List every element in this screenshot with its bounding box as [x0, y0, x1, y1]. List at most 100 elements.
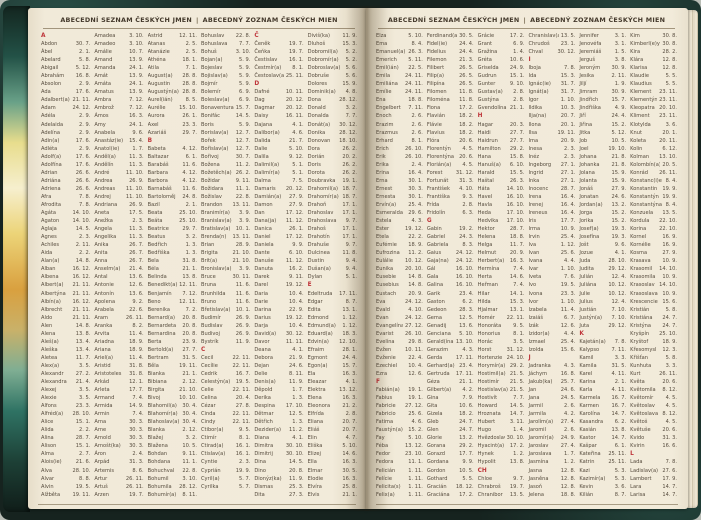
name-entry: Jaromír(a) 24. 9. [528, 434, 575, 442]
nameday-date: 4. 12. [182, 169, 197, 176]
name-label: Bianka [147, 370, 165, 377]
nameday-date: 4. 6. [292, 129, 304, 136]
nameday-date: 1. 2. [563, 459, 576, 466]
name-label: Izidor(a) [528, 330, 550, 337]
nameday-date: 29. 2. [459, 443, 474, 450]
name-entry: Donát(a) 30. 12. [308, 121, 357, 129]
name-entry: Horymír(a) 29. 2. [478, 362, 525, 370]
name-entry: Ivo 19. 5. [528, 281, 575, 289]
nameday-date: 1. 4. [513, 49, 525, 56]
nameday-date: 11. 4. [129, 330, 144, 337]
name-entry: Garik 23. 4. [427, 290, 474, 298]
name-entry: Kira 28. 2. [630, 48, 677, 56]
nameday-date: 16. 4. [560, 210, 576, 217]
name-entry: Jerguš 3. 8. [579, 56, 626, 64]
nameday-date: 6. 12. [662, 145, 677, 152]
name-label: Aurora [147, 113, 165, 120]
nameday-date: 20. 11. [659, 137, 677, 144]
name-entry: Darie 10. 4. [254, 298, 303, 306]
name-entry: Hyacint(a) 17. 2. [478, 442, 525, 450]
name-entry: Aida 2. 2. [41, 249, 90, 257]
name-label: Fidel(ie) [426, 41, 448, 48]
name-entry: Dimitra 30. 10. [254, 442, 303, 450]
name-label: Hanuš(a) [477, 161, 501, 168]
nameday-date: 14. 7. [662, 483, 677, 490]
name-label: Jakub(ka) [528, 379, 553, 386]
name-label: Inocenc [528, 185, 549, 192]
name-entry: Dorota 26. 2. [308, 169, 357, 177]
name-label: Efraim [307, 346, 325, 353]
name-entry: Jorika 15. 2. [579, 217, 626, 225]
name-entry: Jiří 24. 4. [579, 112, 626, 120]
page-title-slovak: ABECEDNÝ ZOZNAM ČESKÝCH MIEN [530, 16, 666, 24]
nameday-date: 18. 7. [342, 185, 357, 192]
nameday-date: 16. 11. [285, 113, 304, 120]
name-label: Anita [94, 250, 108, 257]
name-label: Anatol(ie) [94, 145, 120, 152]
name-label: Dobromír(a) [307, 57, 339, 64]
name-label: Deana [254, 346, 271, 353]
name-column: Jennifer 3. 1. Jenovéfa 3. 1. Jeremiáš 1. 5. J… [579, 32, 626, 499]
name-columns: Elza 5. 10. Ema 8. 4. Emanuel(a) 26. 3. Emeric… [376, 32, 677, 499]
nameday-date: 27. 9. [611, 185, 627, 192]
name-entry: Darina 22. 9. [254, 306, 303, 314]
nameday-date: 21. 1. [182, 266, 197, 273]
name-label: Gvendolína [477, 105, 507, 112]
right-page: ABECEDNÍ SEZNAM ČESKÝCH JMEN | ABECEDNÝ ZO… [366, 8, 688, 509]
name-entry: Kryštof 18. 9. [630, 338, 677, 346]
name-label: Lada [630, 459, 643, 466]
name-entry: Arzen 19. 7. [94, 491, 143, 499]
name-label: Enoch [376, 113, 392, 120]
name-entry: Homér 22. 11. [478, 314, 525, 322]
name-entry: Hynek 1. 2. [478, 450, 525, 458]
name-entry: Amálie 10. 7. [94, 48, 143, 56]
nameday-date: 4. 5. [462, 145, 474, 152]
nameday-date: 17. 6. [75, 161, 91, 168]
nameday-date: 10. 6. [509, 57, 525, 64]
name-entry: Břetislav(a) 10. 1. [201, 306, 250, 314]
nameday-date: 3. 6. [614, 483, 627, 490]
nameday-date: 22. 8. [182, 467, 197, 474]
name-label: Eduard(a) [307, 330, 333, 337]
name-entry: Kunhuta 3. 3. [630, 362, 677, 370]
name-label: Cecil [200, 354, 214, 361]
name-entry: Hermína 7. 4. [478, 265, 525, 273]
nameday-date: 21. 11. [72, 97, 91, 104]
name-entry: Ingeborg 27. 1. [528, 161, 575, 169]
name-entry: Elfrída 2. 8. [308, 410, 357, 418]
name-entry: Honoráta 9. 5. [478, 322, 525, 330]
nameday-date: 11. 3. [129, 161, 144, 168]
name-label: Ignát(a) [528, 89, 549, 96]
name-label: Jasna [528, 467, 543, 474]
name-entry: Horst 31. 12. [478, 346, 525, 354]
nameday-date: 21. 10. [232, 250, 251, 257]
name-label: Bohdan [147, 451, 168, 458]
name-label: Ilja(na) [528, 113, 547, 120]
nameday-date: 2. 6. [411, 113, 423, 120]
name-label: Ima [528, 137, 539, 144]
name-entry: Klement 23. 11. [630, 88, 677, 96]
name-entry: Hedvika 17. 10. [478, 217, 525, 225]
name-entry: Klementýna23. 11. [630, 96, 677, 104]
nameday-date: 7. 7. [513, 395, 525, 402]
name-label: Elin [307, 435, 317, 442]
name-entry: Donovan 18. 10. [308, 137, 357, 145]
name-label: Bohumil [147, 475, 169, 482]
nameday-date: 16. 3. [342, 395, 357, 402]
name-entry: Felície 1. 11. [376, 475, 423, 483]
name-entry: Edita 13. 1. [308, 306, 357, 314]
nameday-date: 15. 7. [611, 97, 627, 104]
nameday-date: 3. 5. [78, 387, 91, 394]
name-label: Čestoslav(a) [254, 73, 284, 80]
name-label: Květuše [630, 427, 651, 434]
name-label: Ervín(a) [376, 201, 397, 208]
name-entry: Andrea 26. 9. [94, 177, 143, 185]
nameday-date: 10. 9. [662, 274, 677, 281]
nameday-date: 2. 3. [238, 459, 251, 466]
name-label: Jorga [579, 210, 593, 217]
nameday-date: 30. 8. [662, 41, 677, 48]
nameday-date: 13. 9. [129, 73, 144, 80]
nameday-date: 7. 8. [614, 338, 627, 345]
name-entry: Davor 11. 11. [254, 338, 303, 346]
name-label: Fridolín [426, 210, 446, 217]
